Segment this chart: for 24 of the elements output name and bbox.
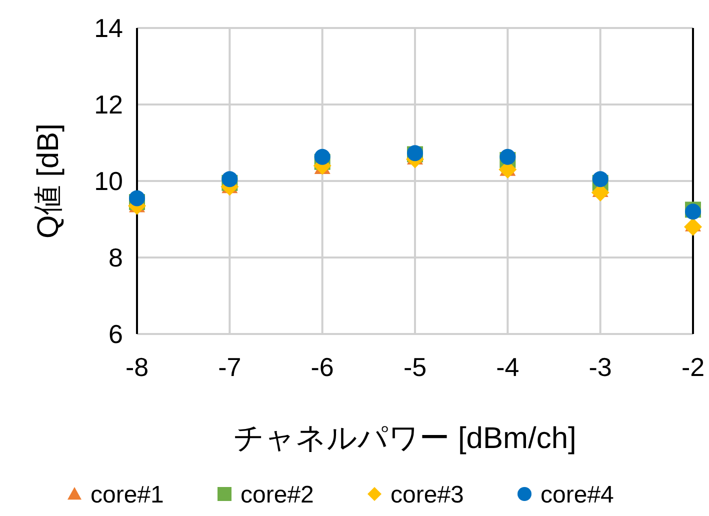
y-tick-label: 8 <box>108 242 123 273</box>
x-tick-label: -2 <box>681 352 705 382</box>
x-axis-title: チャネルパワー [dBm/ch] <box>234 422 576 455</box>
point <box>129 190 145 206</box>
y-tick-label: 6 <box>108 319 123 350</box>
y-tick-label: 10 <box>94 166 123 196</box>
x-tick-label: -3 <box>588 352 612 382</box>
legend-label: core#1 <box>90 481 164 508</box>
legend-label: core#4 <box>540 481 614 508</box>
legend-label: core#2 <box>240 481 314 508</box>
point <box>500 148 516 165</box>
x-tick-label: -6 <box>310 352 334 382</box>
x-tick-label: -7 <box>218 352 242 382</box>
y-axis-title: Q値 [dB] <box>32 123 65 239</box>
point <box>314 148 330 165</box>
point <box>684 218 702 236</box>
y-tick-label: 14 <box>94 13 123 44</box>
point <box>592 171 608 188</box>
x-tick-label: -4 <box>496 352 520 382</box>
y-tick-label: 12 <box>94 90 123 120</box>
x-tick-label: -5 <box>403 352 427 382</box>
point <box>222 171 238 188</box>
x-tick-label: -8 <box>125 352 149 382</box>
legend-label: core#3 <box>390 481 464 508</box>
